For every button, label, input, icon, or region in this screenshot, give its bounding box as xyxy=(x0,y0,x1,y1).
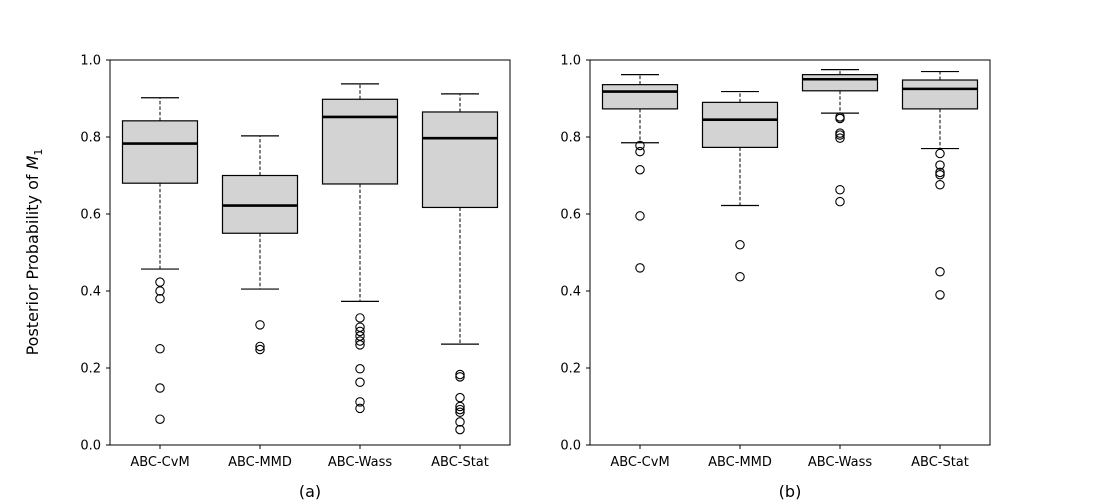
outlier-point xyxy=(255,341,265,352)
outlier-point xyxy=(935,290,945,300)
panel-b: 0.0 0.2 0.4 0.6 0.8 1.0 ABC-CvM ABC-MMD ABC-Wass… xyxy=(560,54,991,500)
y-axis-label-text: Posterior Probability of xyxy=(23,169,42,355)
outlier-point xyxy=(735,272,745,282)
outlier-point xyxy=(455,369,465,380)
iqr-box xyxy=(321,98,399,185)
y-tick-label: 1.0 xyxy=(560,54,581,69)
x-tick-label: ABC-MMD xyxy=(228,455,292,470)
box-abc-mmd xyxy=(221,135,299,355)
box-abc-wass xyxy=(801,69,879,207)
y-axis-label-symbol: M xyxy=(23,155,42,169)
outlier-point xyxy=(355,336,365,346)
y-tick-label: 0.4 xyxy=(80,285,101,300)
x-tick-label: ABC-Wass xyxy=(328,455,393,470)
outlier-point xyxy=(935,179,945,190)
outlier-point xyxy=(935,148,945,159)
x-tick-label: ABC-CvM xyxy=(610,455,669,470)
box-abc-mmd xyxy=(701,90,779,282)
outlier-point xyxy=(255,344,265,355)
outlier-point xyxy=(155,286,165,296)
box-abc-cvm xyxy=(121,97,199,424)
y-axis-label: Posterior Probability of M1 xyxy=(23,149,45,356)
y-tick-label: 0.6 xyxy=(80,208,101,223)
y-tick-label: 0.8 xyxy=(560,131,581,146)
panel-label: (b) xyxy=(779,482,802,500)
outlier-point xyxy=(455,401,465,412)
outlier-point xyxy=(935,167,945,178)
outlier-point xyxy=(355,326,365,337)
x-tick-label: ABC-MMD xyxy=(708,455,772,470)
x-tick-label: ABC-Stat xyxy=(911,455,969,470)
outlier-point xyxy=(355,364,365,374)
outlier-point xyxy=(635,140,645,151)
outlier-point xyxy=(935,266,945,277)
iqr-box xyxy=(421,111,499,209)
y-tick-label: 0.2 xyxy=(560,362,581,377)
outlier-point xyxy=(155,343,165,354)
box-abc-wass xyxy=(321,83,399,414)
y-tick-label: 0.8 xyxy=(80,131,101,146)
outlier-point xyxy=(935,169,945,180)
outlier-point xyxy=(455,392,465,403)
outlier-point xyxy=(635,263,645,273)
outlier-point xyxy=(255,320,265,330)
outlier-point xyxy=(935,160,945,170)
axes-frame xyxy=(589,59,991,446)
outlier-point xyxy=(455,372,465,382)
y-tick-label: 1.0 xyxy=(80,54,101,69)
y-tick-label: 0.6 xyxy=(560,208,581,223)
outlier-point xyxy=(835,196,845,207)
outlier-point xyxy=(455,404,465,415)
box-abc-stat xyxy=(421,93,499,435)
outlier-point xyxy=(355,377,365,387)
y-tick-label: 0.0 xyxy=(80,439,101,454)
iqr-box xyxy=(601,84,679,110)
outlier-point xyxy=(155,293,165,304)
outlier-point xyxy=(155,383,165,393)
outlier-point xyxy=(355,397,365,407)
outlier-point xyxy=(635,146,645,157)
outlier-point xyxy=(835,113,845,124)
outlier-point xyxy=(455,424,465,435)
iqr-box xyxy=(901,79,979,110)
outlier-point xyxy=(355,313,365,323)
outlier-point xyxy=(835,128,845,138)
panel-label: (a) xyxy=(299,482,321,500)
panel-a: 0.0 0.2 0.4 0.6 0.8 1.0 ABC-CvM ABC-MMD ABC-Wass… xyxy=(80,54,511,500)
outlier-point xyxy=(155,277,165,287)
outlier-point xyxy=(635,211,645,221)
box-abc-stat xyxy=(901,70,979,300)
iqr-box xyxy=(801,74,879,92)
y-axis-label-subscript: 1 xyxy=(32,149,45,156)
x-tick-label: ABC-Stat xyxy=(431,455,489,470)
outlier-point xyxy=(455,417,465,427)
x-tick-label: ABC-CvM xyxy=(130,455,189,470)
outlier-point xyxy=(455,407,465,418)
y-tick-label: 0.0 xyxy=(560,439,581,454)
outlier-point xyxy=(355,340,365,350)
outlier-point xyxy=(835,184,845,195)
iqr-box xyxy=(121,120,199,184)
y-tick-label: 0.2 xyxy=(80,362,101,377)
outlier-point xyxy=(635,164,645,175)
outlier-point xyxy=(835,130,845,140)
outlier-point xyxy=(835,133,845,143)
outlier-point xyxy=(155,414,165,424)
x-tick-label: ABC-Wass xyxy=(808,455,873,470)
outlier-point xyxy=(735,240,745,250)
box-abc-cvm xyxy=(601,74,679,273)
y-tick-label: 0.4 xyxy=(560,285,581,300)
axes-frame xyxy=(109,59,511,446)
outlier-point xyxy=(355,403,365,414)
iqr-box xyxy=(701,101,779,148)
